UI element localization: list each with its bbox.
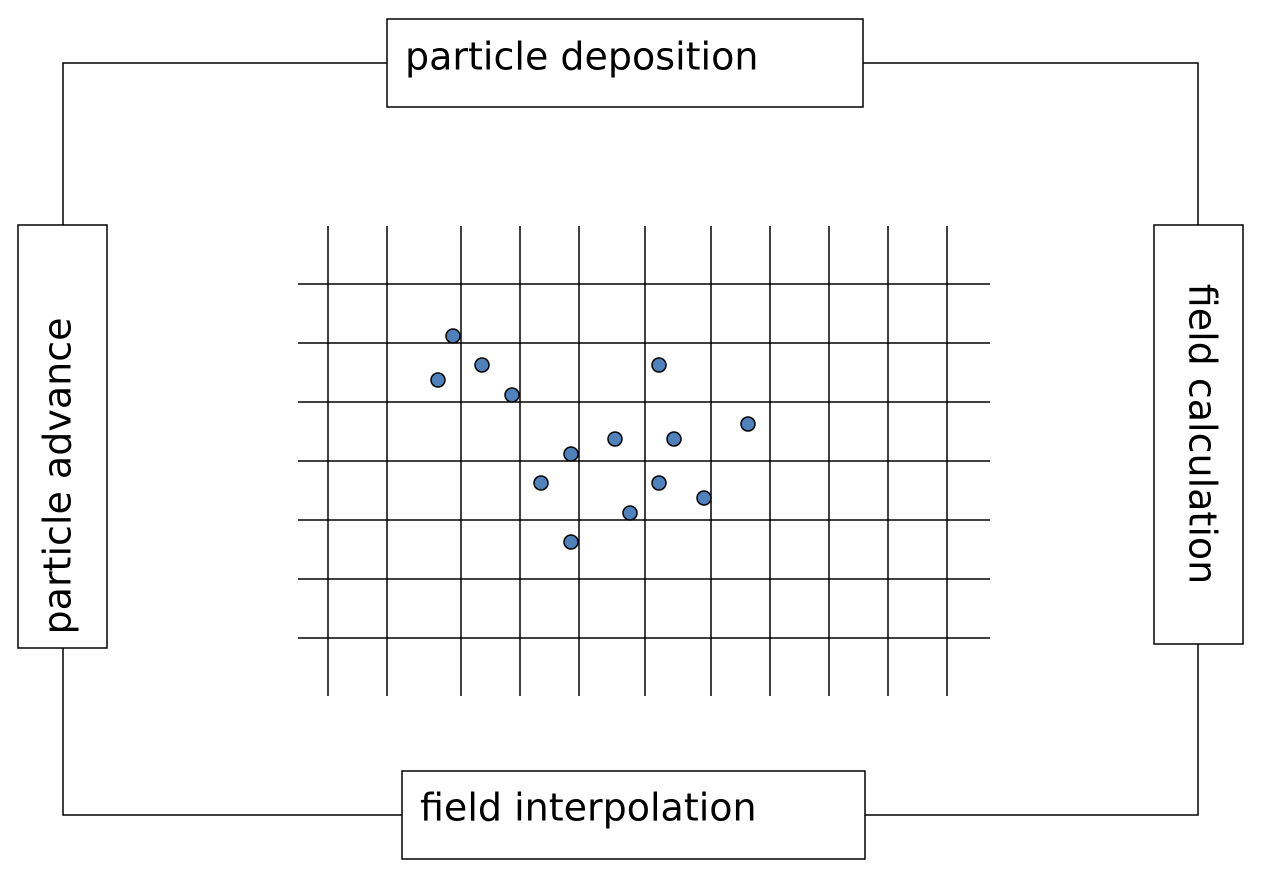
particle: [430, 372, 446, 388]
connector: [62, 62, 387, 225]
node-box: [1153, 224, 1244, 645]
particle: [696, 490, 712, 506]
particle: [504, 387, 520, 403]
particle: [666, 431, 682, 447]
particle: [533, 475, 549, 491]
node-box: [386, 18, 864, 108]
node-label: field interpolation: [420, 786, 757, 830]
particle: [607, 431, 623, 447]
node-label: particle deposition: [405, 35, 758, 79]
connector: [865, 644, 1199, 816]
particles: [430, 328, 756, 550]
connector: [863, 62, 1199, 225]
particle: [651, 475, 667, 491]
node-label: particle advance: [36, 318, 80, 635]
particle: [474, 357, 490, 373]
particle: [563, 534, 579, 550]
particle: [563, 446, 579, 462]
node-box: [17, 224, 108, 649]
node-box: [401, 770, 866, 860]
grid: [298, 226, 990, 696]
connector: [62, 648, 402, 816]
particle: [445, 328, 461, 344]
particle: [622, 505, 638, 521]
node-label: field calculation: [1181, 284, 1225, 584]
particle: [740, 416, 756, 432]
particle: [651, 357, 667, 373]
